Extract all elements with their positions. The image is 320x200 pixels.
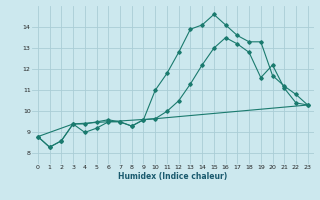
X-axis label: Humidex (Indice chaleur): Humidex (Indice chaleur): [118, 172, 228, 181]
